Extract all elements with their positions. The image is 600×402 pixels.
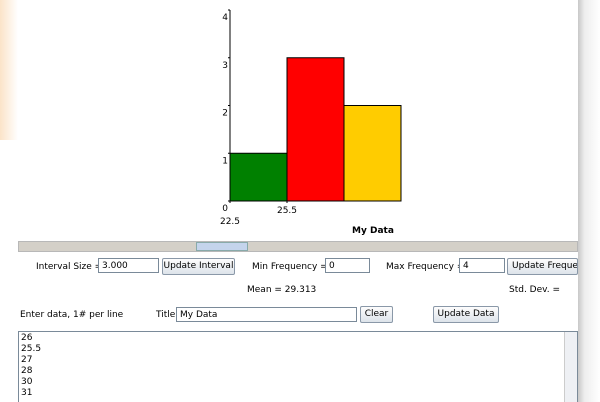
max-input[interactable]: 4 (459, 258, 505, 273)
x-tick-label: 25.5 (277, 206, 297, 216)
y-tick-label: 2 (222, 109, 228, 119)
update-interval-button[interactable]: Update Interval (162, 258, 235, 275)
update-data-button[interactable]: Update Data (433, 306, 499, 323)
bar (229, 152, 288, 202)
y-tick-label: 4 (222, 13, 228, 23)
bar (286, 57, 345, 202)
data-textarea[interactable]: 26 25.5 27 28 30 31 (18, 331, 578, 402)
scroll-thumb[interactable] (196, 242, 248, 251)
data-prompt: Enter data, 1# per line (20, 310, 124, 320)
min-input[interactable]: 0 (325, 258, 370, 273)
data-line: 28 (21, 366, 33, 376)
title-input[interactable]: My Data (176, 307, 357, 322)
data-line: 30 (21, 377, 33, 387)
update-frequency-button[interactable]: Update Frequency (507, 258, 578, 275)
bar (343, 105, 402, 202)
data-line: 31 (21, 388, 33, 398)
x-axis-label: My Data (352, 226, 394, 236)
h-scrollbar[interactable] (18, 241, 578, 252)
v-scrollbar[interactable] (564, 332, 577, 402)
chart: My Data 0 1 2 3 4 22.5 25.5 (220, 9, 402, 236)
max-label: Max Frequency = (386, 262, 465, 272)
left-glow (0, 0, 18, 140)
y-tick-label: 3 (222, 61, 228, 71)
min-label: Min Frequency = (252, 262, 328, 272)
y-tick-label: 1 (222, 156, 228, 166)
interval-label: Interval Size = (36, 262, 103, 272)
std-dev-text: Std. Dev. = (509, 285, 561, 295)
interval-input[interactable]: 3.000 (98, 258, 159, 273)
mean-text: Mean = 29.313 (247, 285, 317, 295)
data-line: 27 (21, 355, 33, 365)
data-line: 26 (21, 333, 33, 343)
data-line: 25.5 (21, 344, 42, 354)
y-tick-label: 0 (222, 204, 228, 214)
clear-button[interactable]: Clear (360, 306, 393, 323)
title-label: Title: (156, 310, 179, 320)
right-border (578, 0, 600, 402)
x-tick-label: 22.5 (220, 217, 240, 227)
